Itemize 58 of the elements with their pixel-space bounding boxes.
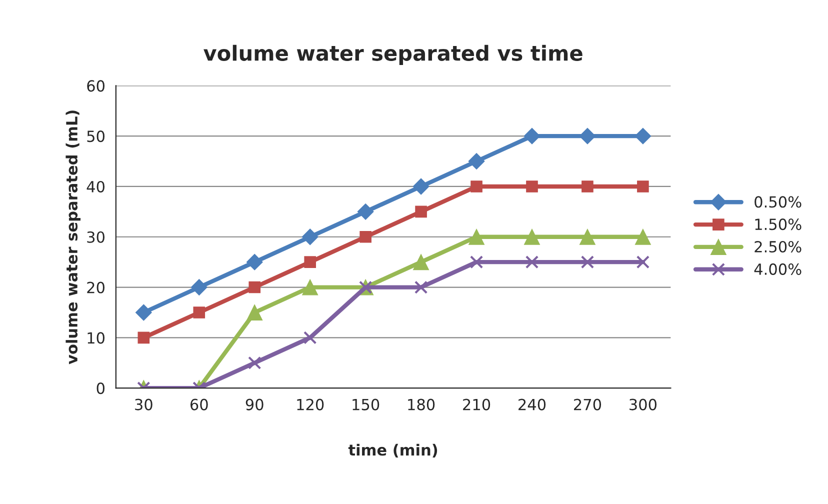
- y-tick-label: 0: [96, 382, 104, 394]
- legend-label: 2.50%: [754, 240, 802, 253]
- point: [303, 331, 317, 344]
- point: [357, 203, 374, 220]
- point: [248, 281, 261, 294]
- point: [413, 254, 430, 270]
- point: [524, 128, 540, 144]
- point: [360, 230, 372, 243]
- point: [526, 180, 538, 192]
- y-tick-label: 20: [87, 282, 104, 294]
- x-tick-label: 210: [463, 398, 490, 410]
- point: [135, 304, 152, 321]
- point: [637, 180, 649, 192]
- point: [246, 254, 263, 270]
- x-tick-label: 270: [574, 398, 602, 410]
- point: [190, 279, 208, 296]
- point: [415, 206, 427, 218]
- point: [304, 256, 316, 268]
- legend-label: 0.50%: [754, 196, 802, 208]
- x-tick-label: 30: [135, 398, 152, 410]
- x-tick-label: 60: [190, 398, 208, 410]
- y-tick-label: 30: [87, 231, 104, 243]
- point: [302, 228, 318, 246]
- point: [579, 128, 596, 144]
- point: [193, 306, 206, 318]
- point: [634, 228, 651, 245]
- point: [138, 332, 150, 344]
- point: [524, 228, 540, 245]
- x-tick-label: 120: [297, 398, 324, 410]
- point: [636, 255, 650, 269]
- point: [525, 255, 539, 269]
- point: [582, 180, 594, 192]
- x-axis-title: time (min): [348, 444, 438, 458]
- y-tick-label: 50: [87, 130, 104, 142]
- point: [468, 228, 485, 245]
- point: [470, 180, 482, 192]
- x-tick-label: 180: [408, 398, 435, 410]
- point: [248, 356, 262, 370]
- x-tick-label: 90: [246, 398, 264, 410]
- chart-title: volume water separated vs time: [204, 44, 582, 66]
- point: [634, 128, 652, 144]
- point: [468, 153, 485, 170]
- point: [414, 280, 428, 294]
- legend-label: 4.00%: [754, 263, 802, 275]
- y-tick-label: 40: [86, 180, 104, 192]
- y-tick-label: 60: [87, 80, 104, 92]
- y-tick-label: 10: [88, 332, 104, 344]
- legend-label: 1.50%: [755, 218, 802, 230]
- x-tick-label: 240: [518, 398, 546, 410]
- point: [579, 228, 596, 245]
- point: [412, 178, 430, 195]
- x-tick-label: 300: [630, 398, 657, 410]
- point: [470, 255, 484, 269]
- x-tick-label: 150: [352, 398, 380, 410]
- point: [302, 279, 318, 296]
- point: [580, 255, 594, 269]
- y-axis-title: volume water separated (mL): [66, 110, 81, 364]
- point: [246, 304, 263, 320]
